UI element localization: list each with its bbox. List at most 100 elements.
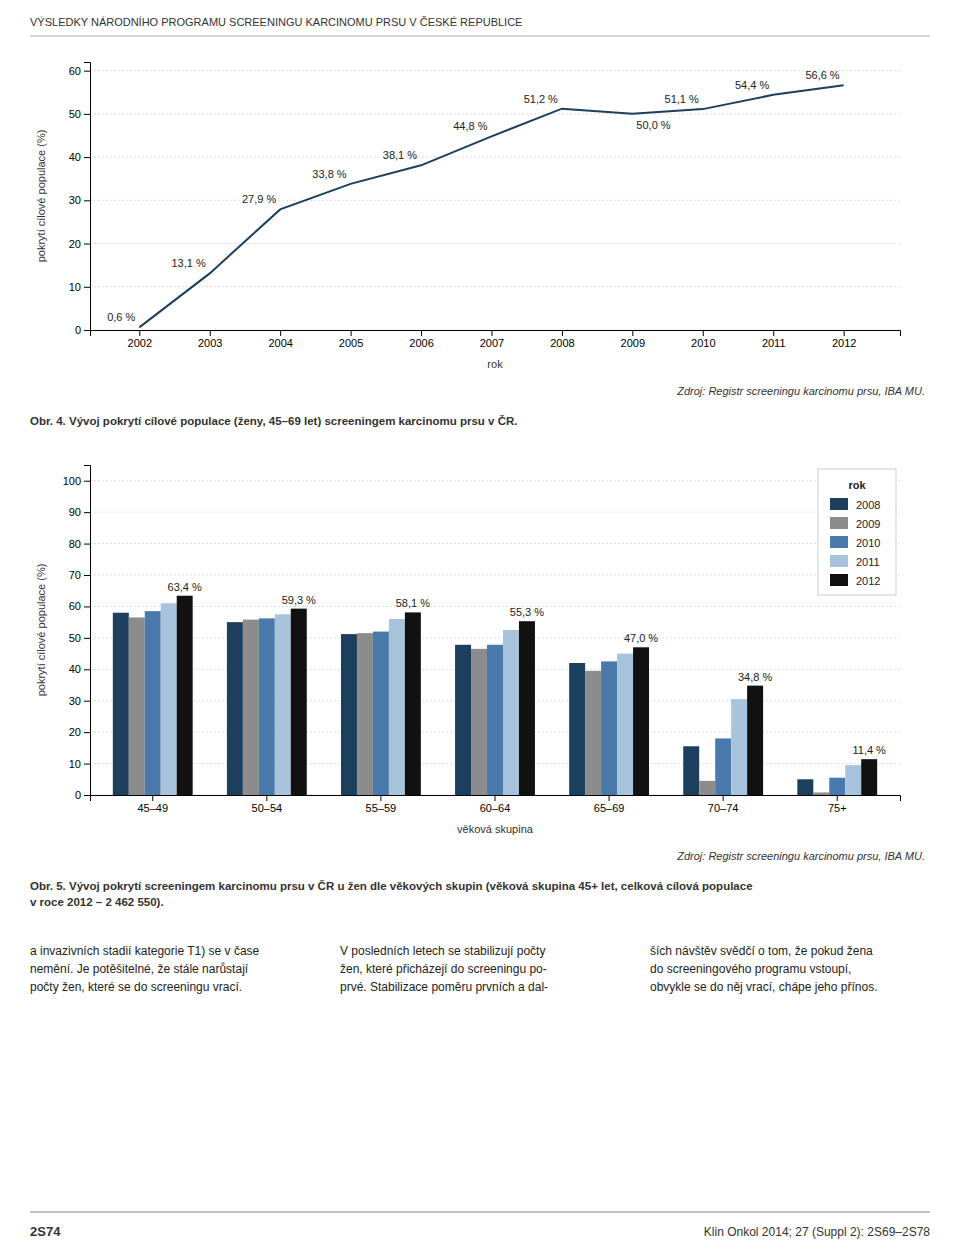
tick-mark [491,330,492,336]
tick-mark [703,330,704,336]
tick-label: 40 [69,151,81,163]
tick: 50–54 [252,795,283,814]
legend-swatch [830,517,848,529]
bar [617,654,633,795]
tick-mark [562,330,563,336]
tick-label: 80 [69,538,81,550]
x-axis-line [91,331,901,337]
body-text: V posledních letech se stabilizují počty… [340,944,548,994]
tick-label: 2011 [762,337,786,349]
tick: 10 [69,758,90,770]
tick: 65–69 [594,795,625,814]
data-label: 54,4 % [735,79,769,91]
body-text: a invazivních stadií kategorie T1) se v … [30,944,260,994]
legend-item: 2011 [830,555,880,568]
body-text-line: V posledních letech se stabilizují počty [340,944,545,958]
legend-swatch [830,555,848,567]
tick-mark [84,71,90,72]
bar [715,738,731,795]
bar [373,632,389,795]
tick-mark [632,330,633,336]
data-label: 38,1 % [383,149,417,161]
line [139,85,843,327]
tick-mark [84,732,90,733]
legend-label: 2010 [856,537,880,549]
bar [455,645,471,795]
caption-line: Obr. 4. Vývoj pokrytí cílové populace (ž… [30,415,517,427]
chart: 0102030405060708090100pokrytí cílové pop… [35,466,901,836]
tick: 0 [75,324,90,336]
bar [861,759,877,795]
grid-line [90,157,900,158]
tick-label: 60 [69,65,81,77]
tick-mark [773,330,774,336]
tick-mark [152,795,153,801]
tick-label: 60 [69,600,81,612]
tick: 2011 [762,330,786,349]
legend-item: 2012 [830,574,880,587]
tick-label: 50 [69,632,81,644]
tick: 0 [75,789,90,801]
x-axis: 45–4950–5455–5960–6465–6970–7475+ [91,795,901,814]
legend-swatch [830,498,848,510]
legend-label: 2011 [856,556,880,568]
tick-label: 2008 [550,337,574,349]
data-label: 27,9 % [242,193,276,205]
bar-series [177,596,877,795]
tick: 40 [69,663,90,675]
tick-label: 70–74 [708,802,739,814]
tick-mark [84,481,90,482]
tick: 30 [69,194,90,206]
tick-label: 40 [69,663,81,675]
tick-mark [84,764,90,765]
tick: 2010 [691,330,715,349]
bar [503,630,519,795]
body-text-line: ších návštěv svědčí o tom, že pokud žena [650,944,873,958]
grid-line [90,200,900,201]
bar [357,633,373,795]
tick-mark [84,287,90,288]
grid-line [90,637,900,638]
tick-mark [723,795,724,801]
tick-label: 2002 [128,337,152,349]
data-label: 33,8 % [312,168,346,180]
tick-mark [84,114,90,115]
bar [227,622,243,795]
data-label: 55,3 % [510,606,544,618]
tick-label: 2010 [691,337,715,349]
tick: 2004 [268,330,292,349]
source-note: Zdroj: Registr screeningu karcinomu prsu… [676,850,925,862]
tick-label: 45–49 [137,802,168,814]
legend-label: 2008 [856,499,880,511]
tick-mark [280,330,281,336]
tick: 50 [69,632,90,644]
tick-mark [380,795,381,801]
body-text-line: žen, které přicházejí do screeningu po- [340,962,547,976]
tick-mark [84,701,90,702]
legend-label: 2012 [856,575,880,587]
tick-mark [84,512,90,513]
y-axis-title: pokrytí cílové populace (%) [35,130,47,263]
tick-mark [84,157,90,158]
y-axis-title: pokrytí cílové populace (%) [35,564,47,697]
tick: 75+ [828,795,847,814]
chart: 0102030405060pokrytí cílové populace (%)… [35,63,901,371]
legend-swatch [830,536,848,548]
grid-line [90,575,900,576]
tick-mark [351,330,352,336]
data-label: 0,6 % [107,311,135,323]
data-label: 11,4 % [852,744,886,756]
bar [845,765,861,795]
plot-area [139,85,843,327]
tick: 60–64 [480,795,511,814]
body-text-line: obvykle se do něj vrací, chápe jeho přín… [650,980,877,994]
y-axis-line [84,63,91,331]
footer-left: 2S74 [30,1224,61,1239]
bar [797,779,813,795]
legend-swatch [830,574,848,586]
bar [177,596,193,795]
data-label: 58,1 % [396,597,430,609]
data-label: 59,3 % [282,594,316,606]
tick: 70–74 [708,795,739,814]
bar [731,699,747,795]
